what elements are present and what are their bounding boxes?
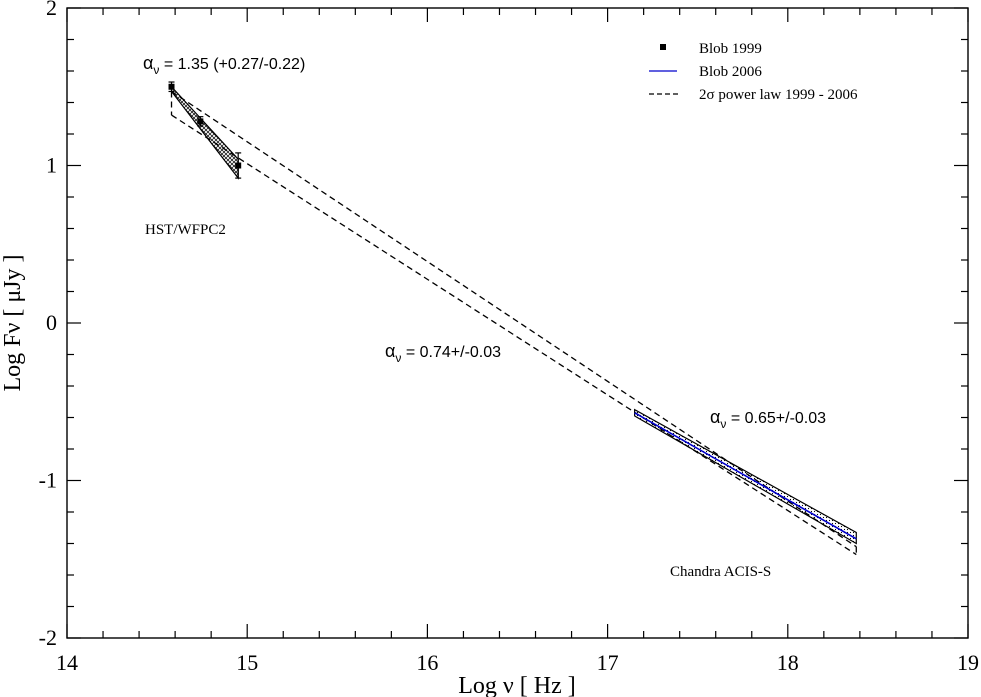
axis-ticks [66,7,969,639]
x-tick-label: 15 [236,650,258,675]
legend-label-3: 2σ power law 1999 - 2006 [699,87,858,103]
x-tick-label: 14 [56,650,78,675]
data-points [168,81,242,179]
y-tick-label: 2 [46,0,57,20]
y-tick-label: 0 [46,310,57,335]
x-tick-label: 17 [597,650,619,675]
y-tick-label: -2 [39,625,57,650]
annotation-alpha-powerlaw: αν = 0.74+/-0.03 [385,341,501,365]
y-axis-title: Log Fν [ μJy ] [0,254,26,391]
annotation-alpha-optical: αν = 1.35 (+0.27/-0.22) [143,53,305,77]
uncertainty-bands [170,85,857,545]
tick-labels: 14 15 16 17 18 19 -2 -1 0 1 2 [39,0,979,675]
annotation-hst: HST/WFPC2 [145,222,226,238]
powerlaw-lower [171,114,857,556]
legend-marker-square [660,44,666,50]
x-tick-label: 19 [957,650,979,675]
legend-label-1: Blob 1999 [699,41,762,57]
annotation-chandra: Chandra ACIS-S [670,564,771,580]
y-tick-label: -1 [39,468,57,493]
x-tick-label: 18 [777,650,799,675]
blob-1999-point [168,83,175,90]
blob-2006-line [634,412,857,540]
x-axis-title: Log ν [ Hz ] [458,673,575,697]
annotation-alpha-xray: αν = 0.65+/-0.03 [710,407,826,431]
optical-band [170,85,239,180]
legend-label-2: Blob 2006 [699,64,762,80]
legend: Blob 1999 Blob 2006 2σ power law 1999 - … [649,41,858,103]
series-lines [170,90,857,556]
y-tick-label: 1 [46,153,57,178]
blob-1999-point [235,162,242,169]
powerlaw-upper [171,90,857,548]
x-tick-label: 16 [416,650,438,675]
blob-1999-point [197,118,204,125]
